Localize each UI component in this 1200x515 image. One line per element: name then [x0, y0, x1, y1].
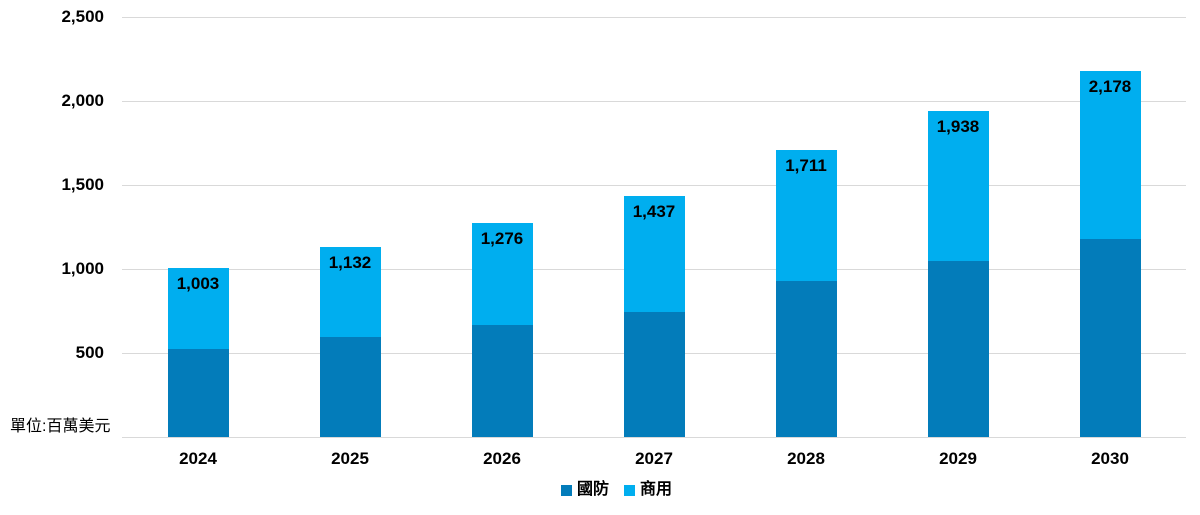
x-axis-line	[122, 436, 1186, 438]
y-axis-tick-label: 1,000	[61, 259, 104, 278]
legend-label: 國防	[577, 481, 610, 498]
x-axis-tick-label: 2027	[635, 449, 673, 468]
bar-segment-商用	[775, 149, 837, 281]
x-axis-tick-label: 2025	[331, 449, 369, 468]
x-axis-tick-label: 2026	[483, 449, 521, 468]
bar-segment-國防	[927, 260, 989, 437]
bar-segment-商用	[319, 246, 381, 338]
legend: 國防 商用	[561, 482, 672, 498]
bar-segment-國防	[167, 348, 229, 437]
y-axis-tick-label: 500	[75, 343, 104, 362]
bar-total-label: 1,437	[632, 201, 676, 221]
bar-segment-商用	[623, 195, 685, 312]
bar-segment-國防	[775, 280, 837, 437]
bar-total-label: 2,178	[1088, 77, 1132, 97]
bar-segment-商用	[167, 268, 229, 349]
bar-segment-國防	[319, 337, 381, 437]
legend-item-商用: 商用	[624, 482, 672, 498]
legend-label: 商用	[640, 481, 673, 498]
legend-item-國防: 國防	[561, 482, 609, 498]
bar-segment-商用	[471, 222, 533, 326]
bar-segment-商用	[927, 111, 989, 261]
bar-segment-商用	[1079, 71, 1141, 239]
x-axis-tick-label: 2030	[1091, 449, 1129, 468]
legend-swatch-icon	[561, 484, 572, 496]
y-axis-tick-label: 1,500	[61, 175, 104, 194]
x-axis-tick-label: 2029	[939, 449, 977, 468]
bar-total-label: 1,132	[328, 252, 372, 272]
y-axis-tick-label: 2,000	[61, 91, 104, 110]
unit-label: 單位:百萬美元	[10, 418, 111, 435]
bar-segment-國防	[471, 325, 533, 437]
gridline	[122, 184, 1186, 186]
bar-total-label: 1,711	[785, 155, 827, 175]
bar-segment-國防	[1079, 238, 1141, 437]
x-axis-tick-label: 2024	[179, 449, 217, 468]
bar-segment-國防	[623, 311, 685, 437]
gridline	[122, 100, 1186, 102]
bar-total-label: 1,938	[936, 117, 980, 137]
legend-swatch-icon	[624, 484, 636, 496]
bar-total-label: 1,003	[176, 274, 220, 294]
bar-total-label: 1,276	[480, 228, 524, 248]
y-axis-tick-label: 2,500	[61, 7, 104, 26]
x-axis-tick-label: 2028	[787, 449, 825, 468]
gridline	[122, 16, 1186, 18]
